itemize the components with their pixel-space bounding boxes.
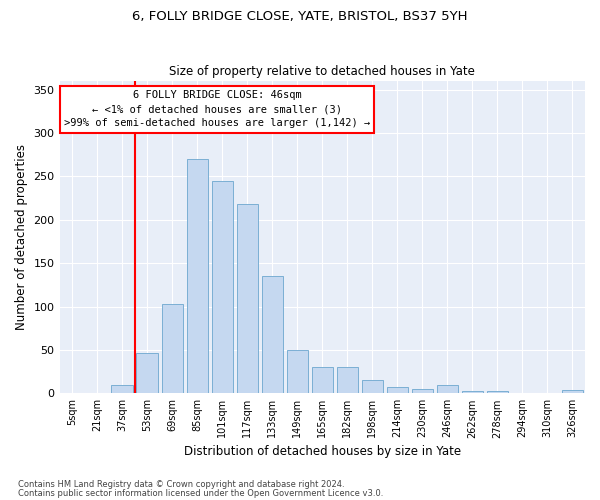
Bar (262, 276, 283, 394)
Bar (112, 384, 133, 394)
Bar (362, 380, 383, 394)
Bar (462, 390, 483, 394)
Text: 6, FOLLY BRIDGE CLOSE, YATE, BRISTOL, BS37 5YH: 6, FOLLY BRIDGE CLOSE, YATE, BRISTOL, BS… (132, 10, 468, 23)
Text: Contains public sector information licensed under the Open Government Licence v3: Contains public sector information licen… (18, 488, 383, 498)
Bar (236, 204, 258, 394)
Bar (412, 389, 433, 394)
Bar (337, 368, 358, 394)
Bar (437, 384, 458, 394)
Bar (136, 354, 158, 394)
Bar (161, 304, 183, 394)
Bar (212, 181, 233, 394)
Bar (562, 390, 583, 394)
Bar (187, 159, 208, 394)
Bar (487, 390, 508, 394)
Bar (311, 368, 333, 394)
X-axis label: Distribution of detached houses by size in Yate: Distribution of detached houses by size … (184, 444, 461, 458)
Text: Contains HM Land Registry data © Crown copyright and database right 2024.: Contains HM Land Registry data © Crown c… (18, 480, 344, 489)
Bar (387, 387, 408, 394)
Text: 6 FOLLY BRIDGE CLOSE: 46sqm
← <1% of detached houses are smaller (3)
>99% of sem: 6 FOLLY BRIDGE CLOSE: 46sqm ← <1% of det… (64, 90, 370, 128)
Title: Size of property relative to detached houses in Yate: Size of property relative to detached ho… (169, 66, 475, 78)
Y-axis label: Number of detached properties: Number of detached properties (15, 144, 28, 330)
Bar (287, 350, 308, 394)
